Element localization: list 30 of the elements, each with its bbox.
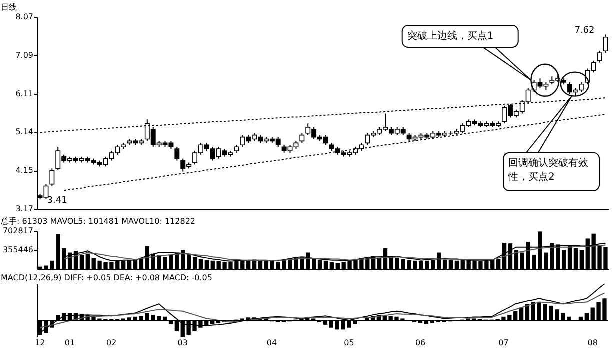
chart-title: 日线: [1, 3, 17, 12]
annotation: 7.62: [574, 24, 595, 38]
annotation: 回调确认突破有效性，买点2: [508, 156, 590, 185]
x-tick-label: 04: [266, 338, 278, 348]
x-tick-label: 05: [344, 338, 354, 348]
line-series: [64, 114, 606, 192]
y-tick-label: 355446: [2, 245, 34, 254]
chart-title: 总手: 61303 MAVOL5: 101481 MAVOL10: 112822: [0, 217, 196, 226]
x-tick-label: 08: [588, 338, 598, 348]
x-tick-label: 06: [415, 338, 426, 348]
x-tick-label: 01: [64, 338, 76, 348]
candlestick: [174, 146, 180, 162]
annotation: 突破上边线，买点1: [407, 30, 495, 44]
x-tick-label: 03: [178, 338, 188, 348]
y-tick-label: 5.14: [16, 127, 34, 136]
y-tick-label: 702817: [2, 226, 34, 236]
y-tick-label: 4.15: [16, 166, 34, 176]
y-tick-label: 8.07: [16, 12, 34, 22]
x-tick-label: 07: [498, 338, 509, 348]
candlestick: [603, 34, 608, 54]
candlestick: [50, 168, 55, 187]
x-tick-label: 12: [35, 338, 46, 348]
candlestick: [300, 132, 305, 144]
chart-title: MACD(12,26,9) DIFF: +0.05 DEA: +0.08 MACD: -0.05: [1, 274, 212, 282]
y-tick-label: 3.17: [16, 204, 34, 214]
x-tick-label: 02: [106, 338, 117, 348]
candlestick: [597, 50, 602, 64]
y-tick-label: 7.09: [16, 50, 34, 60]
annotation: 3.41: [47, 194, 68, 208]
y-tick-label: 6.11: [16, 89, 34, 98]
